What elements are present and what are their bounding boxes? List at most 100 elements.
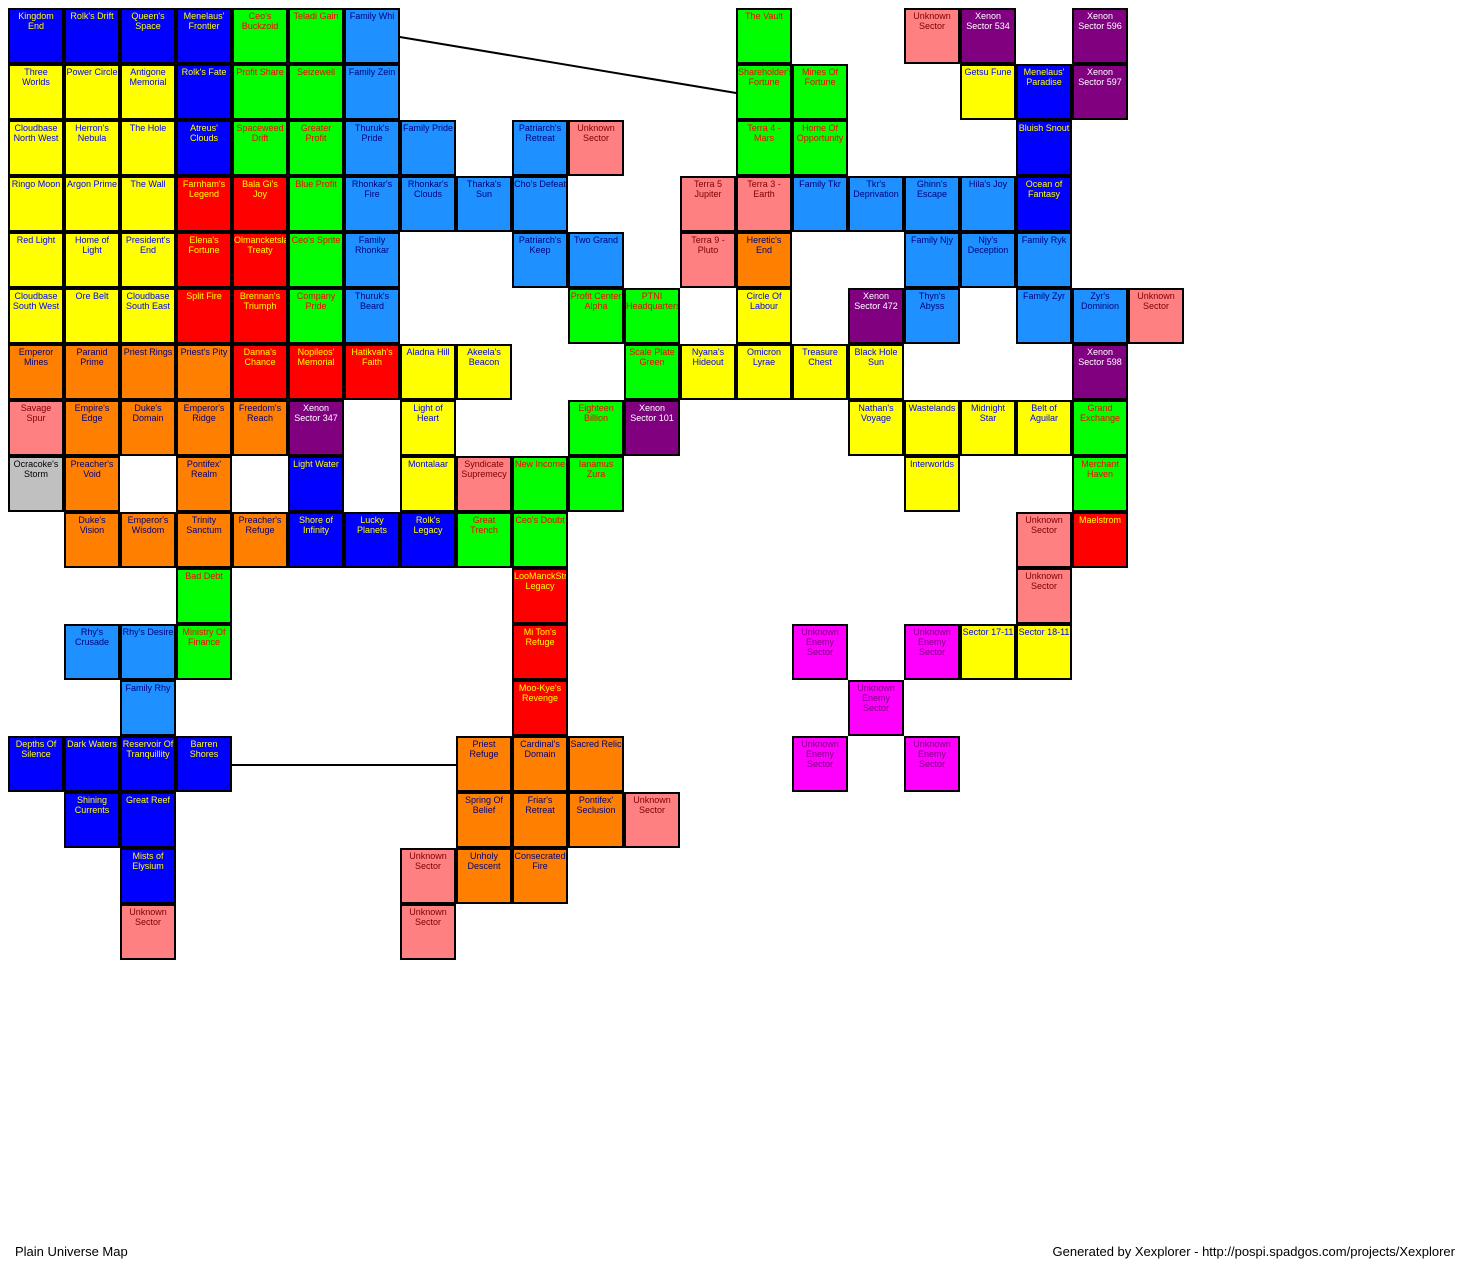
sector-cell[interactable]: Ceo's Sprite <box>288 232 344 288</box>
sector-cell[interactable]: Bad Debt <box>176 568 232 624</box>
sector-cell[interactable]: Emperor's Wisdom <box>120 512 176 568</box>
sector-cell[interactable]: Empire's Edge <box>64 400 120 456</box>
sector-cell[interactable]: Bala Gi's Joy <box>232 176 288 232</box>
sector-cell[interactable]: Nathan's Voyage <box>848 400 904 456</box>
sector-cell[interactable]: Ghinn's Escape <box>904 176 960 232</box>
sector-cell[interactable]: Unknown Enemy Sector <box>848 680 904 736</box>
sector-cell[interactable]: Ocean of Fantasy <box>1016 176 1072 232</box>
sector-cell[interactable]: President's End <box>120 232 176 288</box>
sector-cell[interactable]: Lucky Planets <box>344 512 400 568</box>
sector-cell[interactable]: Blue Profit <box>288 176 344 232</box>
sector-cell[interactable]: Rhy's Desire <box>120 624 176 680</box>
sector-cell[interactable]: Circle Of Labour <box>736 288 792 344</box>
sector-cell[interactable]: Unknown Sector <box>568 120 624 176</box>
sector-cell[interactable]: Hila's Joy <box>960 176 1016 232</box>
sector-cell[interactable]: Cloudbase North West <box>8 120 64 176</box>
sector-cell[interactable]: Black Hole Sun <box>848 344 904 400</box>
sector-cell[interactable]: Family Whi <box>344 8 400 64</box>
sector-cell[interactable]: Grand Exchange <box>1072 400 1128 456</box>
sector-cell[interactable]: Olmancketslat's Treaty <box>232 232 288 288</box>
sector-cell[interactable]: Antigone Memorial <box>120 64 176 120</box>
sector-cell[interactable]: Ocracoke's Storm <box>8 456 64 512</box>
sector-cell[interactable]: Tharka's Sun <box>456 176 512 232</box>
sector-cell[interactable]: Terra 3 - Earth <box>736 176 792 232</box>
sector-cell[interactable]: Seizewell <box>288 64 344 120</box>
sector-cell[interactable]: Red Light <box>8 232 64 288</box>
sector-cell[interactable]: Unknown Enemy Sector <box>792 624 848 680</box>
sector-cell[interactable]: Priest Refuge <box>456 736 512 792</box>
sector-cell[interactable]: Family Rhy <box>120 680 176 736</box>
sector-cell[interactable]: Hatikvah's Faith <box>344 344 400 400</box>
sector-cell[interactable]: Ringo Moon <box>8 176 64 232</box>
sector-cell[interactable]: Unknown Enemy Sector <box>904 624 960 680</box>
sector-cell[interactable]: Atreus' Clouds <box>176 120 232 176</box>
sector-cell[interactable]: Njy's Deception <box>960 232 1016 288</box>
sector-cell[interactable]: Syndicate Supremecy <box>456 456 512 512</box>
sector-cell[interactable]: Home of Light <box>64 232 120 288</box>
sector-cell[interactable]: Greater Profit <box>288 120 344 176</box>
sector-cell[interactable]: Cho's Defeat <box>512 176 568 232</box>
sector-cell[interactable]: Shining Currents <box>64 792 120 848</box>
sector-cell[interactable]: Freedom's Reach <box>232 400 288 456</box>
sector-cell[interactable]: Great Reef <box>120 792 176 848</box>
sector-cell[interactable]: Home Of Opportunity <box>792 120 848 176</box>
sector-cell[interactable]: Depths Of Silence <box>8 736 64 792</box>
sector-cell[interactable]: Mines Of Fortune <box>792 64 848 120</box>
sector-cell[interactable]: Profit Share <box>232 64 288 120</box>
sector-cell[interactable]: Scale Plate Green <box>624 344 680 400</box>
sector-cell[interactable]: Terra 4 - Mars <box>736 120 792 176</box>
sector-cell[interactable]: Light Water <box>288 456 344 512</box>
sector-cell[interactable]: Rhy's Crusade <box>64 624 120 680</box>
sector-cell[interactable]: Rolk's Drift <box>64 8 120 64</box>
sector-cell[interactable]: Unknown Sector <box>120 904 176 960</box>
sector-cell[interactable]: Treasure Chest <box>792 344 848 400</box>
sector-cell[interactable]: Family Zein <box>344 64 400 120</box>
sector-cell[interactable]: Ore Belt <box>64 288 120 344</box>
sector-cell[interactable]: Savage Spur <box>8 400 64 456</box>
sector-cell[interactable]: Barren Shores <box>176 736 232 792</box>
sector-cell[interactable]: Xenon Sector 347 <box>288 400 344 456</box>
sector-cell[interactable]: Midnight Star <box>960 400 1016 456</box>
sector-cell[interactable]: Mi Ton's Refuge <box>512 624 568 680</box>
sector-cell[interactable]: Sacred Relic <box>568 736 624 792</box>
sector-cell[interactable]: Unknown Sector <box>624 792 680 848</box>
sector-cell[interactable]: Unknown Sector <box>1128 288 1184 344</box>
sector-cell[interactable]: Interworlds <box>904 456 960 512</box>
sector-cell[interactable]: Xenon Sector 598 <box>1072 344 1128 400</box>
sector-cell[interactable]: LooManckStrat's Legacy <box>512 568 568 624</box>
sector-cell[interactable]: Unknown Enemy Sector <box>904 736 960 792</box>
sector-cell[interactable]: New Income <box>512 456 568 512</box>
sector-cell[interactable]: Akeela's Beacon <box>456 344 512 400</box>
sector-cell[interactable]: Aladna Hill <box>400 344 456 400</box>
sector-cell[interactable]: Cloudbase South East <box>120 288 176 344</box>
sector-cell[interactable]: Profit Center Alpha <box>568 288 624 344</box>
sector-cell[interactable]: Cloudbase South West <box>8 288 64 344</box>
sector-cell[interactable]: Nopileos' Memorial <box>288 344 344 400</box>
sector-cell[interactable]: Friar's Retreat <box>512 792 568 848</box>
sector-cell[interactable]: Bluish Snout <box>1016 120 1072 176</box>
sector-cell[interactable]: Merchant Haven <box>1072 456 1128 512</box>
sector-cell[interactable]: Family Njy <box>904 232 960 288</box>
sector-cell[interactable]: Maelstrom <box>1072 512 1128 568</box>
sector-cell[interactable]: Xenon Sector 101 <box>624 400 680 456</box>
sector-cell[interactable]: Great Trench <box>456 512 512 568</box>
sector-cell[interactable]: Unknown Sector <box>1016 512 1072 568</box>
sector-cell[interactable]: Belt of Aguilar <box>1016 400 1072 456</box>
sector-cell[interactable]: Montalaar <box>400 456 456 512</box>
sector-cell[interactable]: Tkr's Deprivation <box>848 176 904 232</box>
sector-cell[interactable]: Farnham's Legend <box>176 176 232 232</box>
sector-cell[interactable]: Family Pride <box>400 120 456 176</box>
sector-cell[interactable]: Company Pride <box>288 288 344 344</box>
sector-cell[interactable]: Unknown Enemy Sector <box>792 736 848 792</box>
sector-cell[interactable]: Ceo's Doubt <box>512 512 568 568</box>
sector-cell[interactable]: Getsu Fune <box>960 64 1016 120</box>
sector-cell[interactable]: Omicron Lyrae <box>736 344 792 400</box>
sector-cell[interactable]: Three Worlds <box>8 64 64 120</box>
sector-cell[interactable]: Moo-Kye's Revenge <box>512 680 568 736</box>
sector-cell[interactable]: Thuruk's Beard <box>344 288 400 344</box>
sector-cell[interactable]: Herron's Nebula <box>64 120 120 176</box>
sector-cell[interactable]: Split Fire <box>176 288 232 344</box>
sector-cell[interactable]: Elena's Fortune <box>176 232 232 288</box>
sector-cell[interactable]: Patriarch's Retreat <box>512 120 568 176</box>
sector-cell[interactable]: Priest's Pity <box>176 344 232 400</box>
